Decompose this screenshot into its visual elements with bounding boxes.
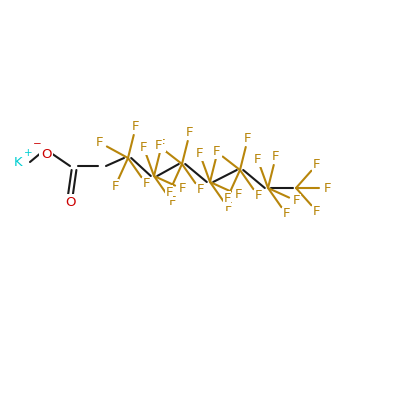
Text: O: O [41,148,51,160]
Text: F: F [223,192,231,205]
Text: F: F [293,194,300,208]
Text: F: F [323,182,331,194]
Text: F: F [140,141,147,154]
Text: O: O [65,196,75,208]
Text: F: F [186,126,194,139]
Text: F: F [132,120,140,133]
Text: F: F [214,144,222,157]
Text: +: + [24,148,33,158]
Text: −: − [33,139,42,149]
Text: F: F [165,186,173,199]
Text: F: F [272,150,280,163]
Text: F: F [158,138,166,151]
Text: F: F [254,153,261,166]
Text: F: F [282,208,290,220]
Text: F: F [179,182,186,196]
Text: F: F [196,184,204,196]
Text: F: F [196,147,203,160]
Text: F: F [155,139,162,152]
Text: F: F [254,190,262,202]
Text: K: K [14,156,22,168]
Text: F: F [168,196,176,208]
Text: F: F [313,158,320,171]
Text: F: F [142,178,150,190]
Text: F: F [224,202,232,214]
Text: F: F [96,136,103,149]
Text: F: F [244,132,252,145]
Text: F: F [313,205,320,218]
Text: F: F [235,188,242,202]
Text: F: F [111,180,119,193]
Text: F: F [213,145,220,158]
